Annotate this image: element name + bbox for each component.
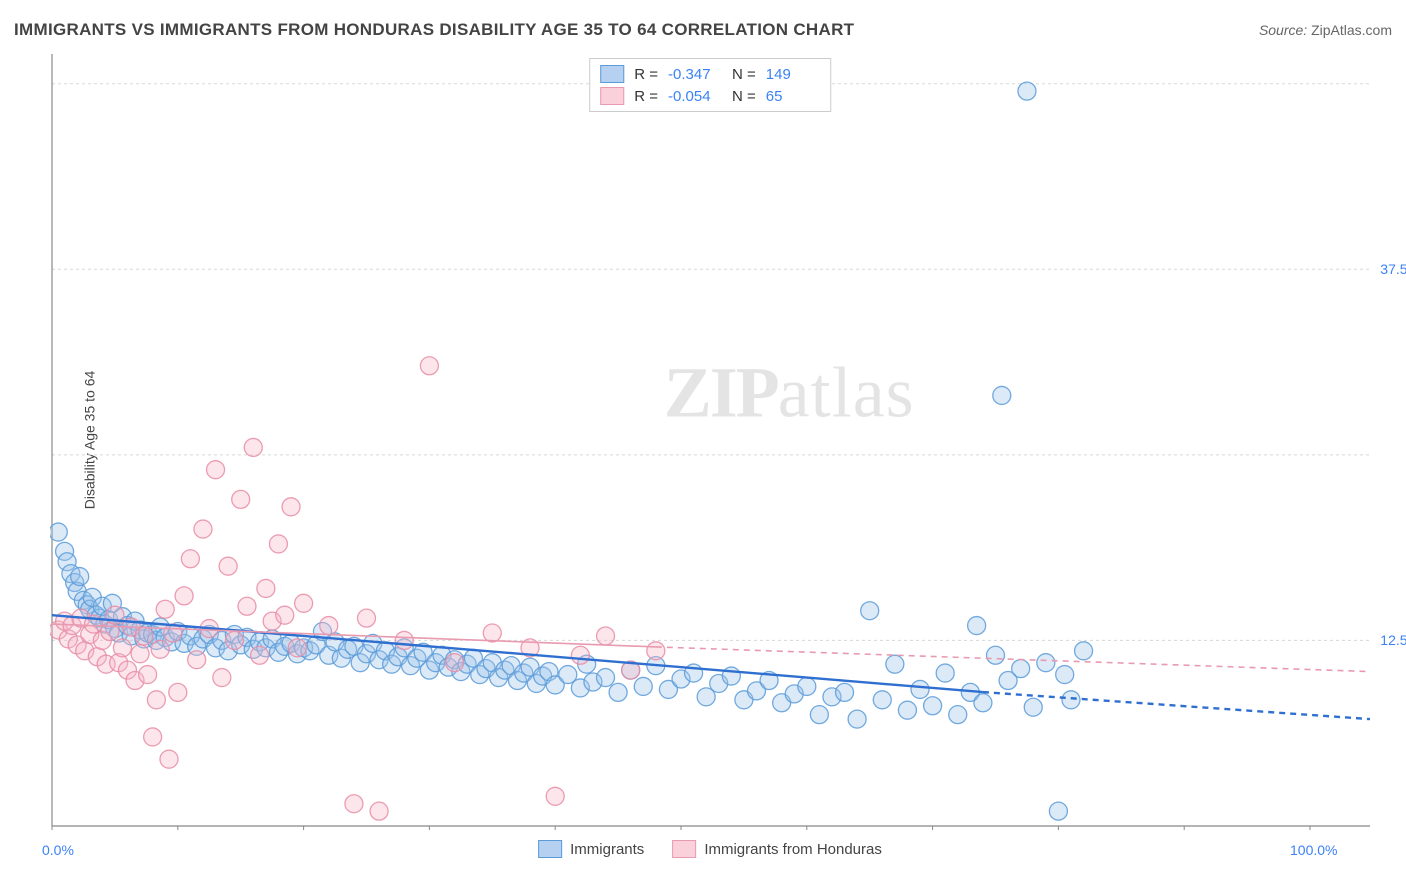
legend-label: Immigrants from Honduras: [704, 841, 882, 858]
x-tick-label: 0.0%: [42, 842, 74, 858]
y-tick-label: 37.5%: [1380, 261, 1406, 277]
legend-row: R = -0.054 N = 65: [600, 85, 820, 107]
swatch-icon: [600, 65, 624, 83]
source-label: Source:: [1259, 22, 1307, 38]
x-tick-label: 100.0%: [1290, 842, 1337, 858]
swatch-icon: [672, 840, 696, 858]
legend-row: R = -0.347 N = 149: [600, 63, 820, 85]
stat-n-value: 65: [766, 88, 820, 105]
header: IMMIGRANTS VS IMMIGRANTS FROM HONDURAS D…: [14, 20, 1392, 40]
legend-label: Immigrants: [570, 841, 644, 858]
chart-area: Disability Age 35 to 64 R = -0.347 N = 1…: [50, 50, 1370, 830]
swatch-icon: [538, 840, 562, 858]
correlation-legend: R = -0.347 N = 149 R = -0.054 N = 65: [589, 58, 831, 112]
legend-item: Immigrants from Honduras: [672, 840, 882, 858]
chart-title: IMMIGRANTS VS IMMIGRANTS FROM HONDURAS D…: [14, 20, 854, 40]
source: Source: ZipAtlas.com: [1259, 22, 1392, 38]
series-legend: Immigrants Immigrants from Honduras: [538, 840, 882, 858]
stat-r-label: R =: [634, 88, 658, 105]
source-value: ZipAtlas.com: [1311, 22, 1392, 38]
stat-n-label: N =: [732, 88, 756, 105]
stat-r-value: -0.054: [668, 88, 722, 105]
y-tick-label: 12.5%: [1380, 632, 1406, 648]
stat-n-label: N =: [732, 66, 756, 83]
stat-n-value: 149: [766, 66, 820, 83]
legend-item: Immigrants: [538, 840, 644, 858]
swatch-icon: [600, 87, 624, 105]
scatter-plot: [50, 50, 1370, 830]
stat-r-value: -0.347: [668, 66, 722, 83]
stat-r-label: R =: [634, 66, 658, 83]
